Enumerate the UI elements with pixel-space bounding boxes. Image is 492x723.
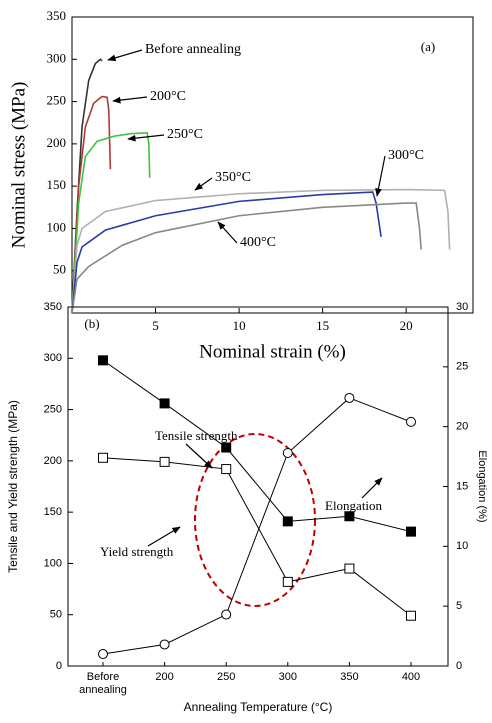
panel-label: (b) <box>84 316 99 331</box>
y-tick-label: 200 <box>44 455 62 467</box>
y2-tick-label: 10 <box>456 540 468 552</box>
annotation-arrow <box>185 443 213 469</box>
marker <box>406 610 416 621</box>
marker <box>221 442 232 453</box>
series-line <box>102 359 412 533</box>
x-tick-label: 5 <box>152 318 159 333</box>
marker <box>98 452 108 463</box>
x-tick-label: 300 <box>278 671 297 683</box>
marker <box>98 355 108 366</box>
y-tick-label: 100 <box>44 557 62 569</box>
marker <box>282 447 293 458</box>
marker <box>221 609 232 620</box>
x-axis-title: Nominal strain (%) <box>199 341 346 362</box>
y2-tick-label: 25 <box>456 361 468 373</box>
annotation-arrow <box>375 155 386 197</box>
y-tick-label: 350 <box>47 8 67 23</box>
series-line <box>71 132 151 314</box>
x-tick-label-box: Before annealing <box>79 671 127 696</box>
y2-tick-label: 5 <box>456 600 462 612</box>
y2-tick-label: 20 <box>456 421 468 433</box>
annotation-arrow <box>361 477 383 499</box>
x-tick-label-box: 400 <box>401 671 421 683</box>
x-tick-label: 350 <box>340 671 359 683</box>
series-label: 400°C <box>240 235 276 250</box>
x-tick-label: 400 <box>401 671 421 683</box>
x-tick-label-box: 350 <box>340 671 359 683</box>
x-tick-label: Before annealing <box>79 671 127 696</box>
y-axis-title: Tensile and Yield strength (MPa) <box>6 400 20 573</box>
y2-tick-label: 0 <box>456 660 462 672</box>
marker <box>344 511 355 522</box>
x-tick-label-box: 300 <box>278 671 297 683</box>
marker <box>221 464 232 475</box>
x-tick-label: 250 <box>217 671 236 683</box>
annotation-arrow <box>107 49 143 62</box>
y-tick-label: 100 <box>47 219 67 234</box>
marker <box>159 639 170 650</box>
series-line <box>71 188 451 314</box>
y-tick-label: 150 <box>47 177 67 192</box>
y-tick-label: 150 <box>44 506 62 518</box>
series-line <box>71 202 423 314</box>
series-label: Tensile strength <box>155 428 238 443</box>
y-tick-label: 0 <box>56 660 62 672</box>
y-tick-label: 300 <box>44 352 62 364</box>
marker <box>282 516 293 527</box>
marker <box>406 526 416 537</box>
annotation-arrow <box>217 221 238 244</box>
y-tick-label: 50 <box>50 609 62 621</box>
y-tick-label: 300 <box>47 50 67 65</box>
series-label: 250°C <box>167 127 203 142</box>
y-tick-label: 50 <box>53 262 66 277</box>
y-tick-label: 250 <box>44 403 62 415</box>
series-line <box>102 397 412 655</box>
marker <box>344 392 355 403</box>
marker <box>406 416 416 427</box>
annotation-arrow <box>194 177 213 191</box>
series-label: 350°C <box>215 170 251 185</box>
marker <box>159 398 170 409</box>
annotation-arrow <box>127 134 165 142</box>
series-label: 200°C <box>150 89 186 104</box>
series-line <box>71 191 382 314</box>
series-line <box>102 457 412 617</box>
marker <box>282 576 293 587</box>
y-tick-label: 200 <box>47 135 67 150</box>
marker <box>344 563 355 574</box>
series-label: Before annealing <box>145 42 241 57</box>
marker <box>159 456 170 467</box>
highlight-ellipse <box>194 433 316 607</box>
series-line <box>71 95 112 314</box>
series-label: Elongation <box>325 498 383 513</box>
y-axis-title: Nominal stress (MPa) <box>8 82 29 249</box>
y2-axis-title: Elongation (%) <box>476 450 488 522</box>
x-axis-title: Annealing Temperature (°C) <box>184 700 333 714</box>
panel-label: (a) <box>421 39 435 54</box>
series-label: Yield strength <box>100 544 174 559</box>
y-tick-label: 350 <box>44 301 62 313</box>
x-tick-label-box: 250 <box>217 671 236 683</box>
annotation-arrow <box>147 526 181 547</box>
x-tick-label: 15 <box>316 318 329 333</box>
annotation-arrow <box>112 96 148 104</box>
x-tick-label-box: 200 <box>155 671 174 683</box>
x-tick-label: 200 <box>155 671 174 683</box>
plot-frame <box>71 16 474 314</box>
x-tick-label: 10 <box>233 318 246 333</box>
marker <box>98 649 108 660</box>
y2-tick-label: 30 <box>456 301 468 313</box>
y2-tick-label: 15 <box>456 480 468 492</box>
series-label: 300°C <box>388 148 424 163</box>
y-tick-label: 250 <box>47 93 67 108</box>
x-tick-label: 20 <box>400 318 413 333</box>
